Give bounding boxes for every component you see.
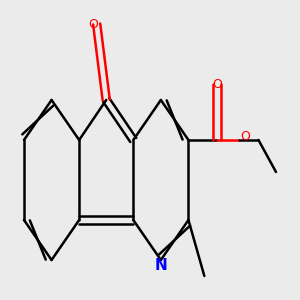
Text: O: O: [240, 130, 250, 143]
Text: O: O: [212, 77, 222, 91]
Text: N: N: [154, 259, 167, 274]
Text: O: O: [89, 17, 99, 31]
